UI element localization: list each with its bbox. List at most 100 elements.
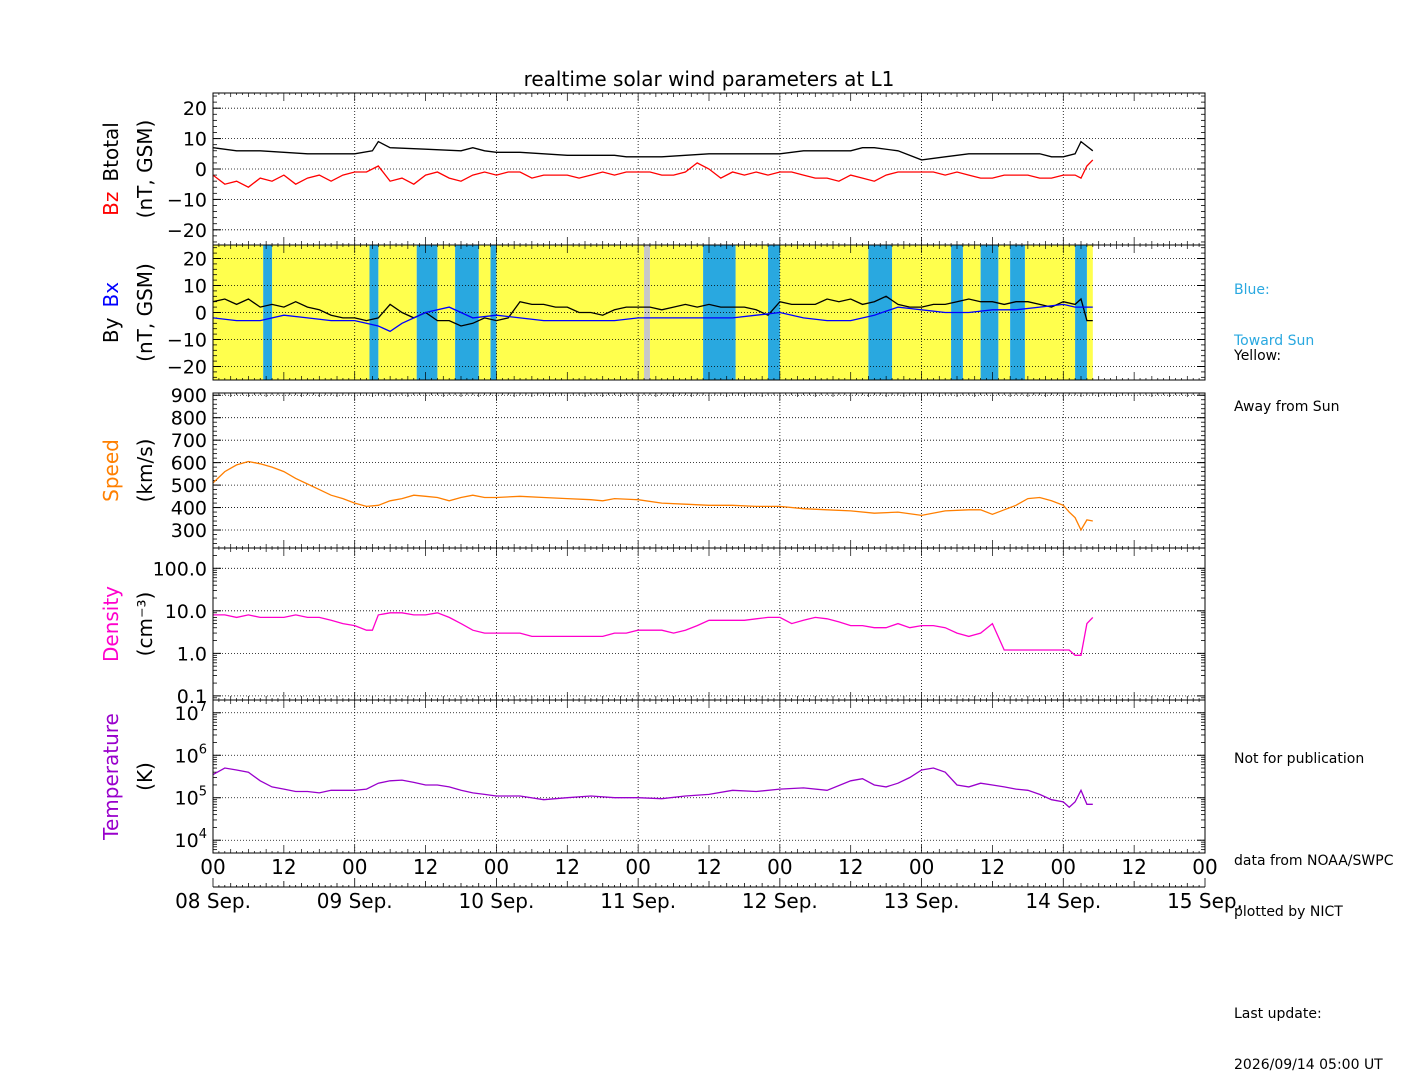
- series-line-bz: [213, 159, 1094, 188]
- y-tick-label: 0: [195, 159, 207, 181]
- hour-tick-label: 00: [625, 855, 650, 879]
- y-tick-label: 106: [175, 742, 207, 767]
- toward-sun-legend-label: Blue:: [1234, 282, 1270, 298]
- hour-tick-label: 00: [200, 855, 225, 879]
- sector-away-band: [649, 245, 704, 380]
- y-tick-label: 100.0: [153, 558, 207, 580]
- y-tick-label: 700: [171, 430, 207, 452]
- y-tick-label: −10: [167, 189, 207, 211]
- series-line-by: [213, 295, 1093, 327]
- series-line-bx: [213, 303, 1093, 333]
- y-tick-label: 900: [171, 385, 207, 407]
- date-tick-label: 14 Sep.: [1025, 889, 1101, 913]
- y-tick-label: 0.1: [177, 686, 207, 708]
- hour-tick-label: 00: [909, 855, 934, 879]
- toward-sun-legend-desc: Toward Sun: [1234, 333, 1315, 349]
- y-tick-label: 400: [171, 498, 207, 520]
- hour-tick-label: 12: [271, 855, 296, 879]
- y-tick-label: −20: [167, 357, 207, 379]
- y-tick-label: 104: [175, 827, 207, 852]
- y-tick-label: 0: [195, 303, 207, 325]
- sector-away-band: [437, 245, 456, 380]
- hour-tick-label: 00: [1051, 855, 1076, 879]
- series-line-btotal: [213, 140, 1094, 161]
- publication-note: Not for publication data from NOAA/SWPC …: [1234, 717, 1393, 1091]
- y-axis-name: Density: [99, 586, 123, 662]
- last-update-label: Last update:: [1234, 1006, 1322, 1022]
- last-update-value: 2026/09/14 05:00 UT: [1234, 1057, 1383, 1073]
- hour-tick-label: 12: [980, 855, 1005, 879]
- sector-toward-band: [369, 245, 379, 380]
- y-axis-unit: (nT, GSM): [133, 120, 157, 219]
- sector-away-band: [998, 245, 1011, 380]
- chart-panels: 20 10 0 −10 −20 BzBtotal (nT, GSM) 20 10 0 −10 −20 B…: [99, 92, 1206, 854]
- y-axis-name: BzBtotal: [99, 122, 123, 216]
- hour-tick-label: 12: [1121, 855, 1146, 879]
- y-tick-label: 800: [171, 408, 207, 430]
- y-axis-unit: (km/s): [133, 439, 157, 503]
- date-tick-label: 10 Sep.: [458, 889, 534, 913]
- y-axis-name: Temperature: [99, 713, 123, 841]
- y-tick-label: 1.0: [177, 643, 207, 665]
- y-tick-label: 600: [171, 453, 207, 475]
- sector-away-band: [478, 245, 491, 380]
- hour-tick-label: 12: [696, 855, 721, 879]
- plotted-by-text: plotted by NICT: [1234, 904, 1343, 920]
- panel-frame: [212, 392, 1206, 549]
- y-axis-name: Speed: [99, 439, 123, 502]
- panel-temperature: 107 106 105 104 Temperature (K): [99, 699, 1206, 854]
- panel-frame: [212, 699, 1206, 854]
- time-axis: 00 12 00 12 00 12 00 12 00 12 00 12 00 12 00 08 Sep. 09 …: [175, 855, 1243, 913]
- y-tick-label: −10: [167, 330, 207, 352]
- y-axis-unit: (K): [133, 762, 157, 791]
- panel-frame: [212, 547, 1206, 701]
- sector-away-band: [213, 245, 264, 380]
- solar-wind-chart: realtime solar wind parameters at L1 20 1…: [99, 67, 1243, 913]
- panel-bxy: 20 10 0 −10 −20 ByBx (nT, GSM): [99, 244, 1206, 381]
- hour-tick-label: 00: [767, 855, 792, 879]
- chart-title: realtime solar wind parameters at L1: [524, 67, 895, 91]
- y-tick-label: −20: [167, 220, 207, 242]
- y-tick-label: 10: [183, 276, 207, 298]
- not-for-publication-text: Not for publication: [1234, 751, 1365, 767]
- y-tick-label: 300: [171, 520, 207, 542]
- away-from-sun-legend-desc: Away from Sun: [1234, 399, 1340, 415]
- date-tick-label: 11 Sep.: [600, 889, 676, 913]
- hour-tick-label: 00: [484, 855, 509, 879]
- y-axis-unit: (cm⁻³): [133, 592, 157, 657]
- hour-tick-label: 00: [342, 855, 367, 879]
- series-line-speed: [213, 460, 1093, 532]
- series-line-density: [213, 612, 1094, 656]
- y-tick-label: 20: [183, 249, 207, 271]
- sector-toward-band: [703, 245, 736, 380]
- sector-away-band: [779, 245, 869, 380]
- y-tick-label: 107: [175, 700, 207, 725]
- sector-toward-band: [768, 245, 780, 380]
- y-tick-label: 20: [183, 98, 207, 120]
- away-from-sun-legend-label: Yellow:: [1234, 348, 1282, 364]
- hour-tick-label: 12: [838, 855, 863, 879]
- series-line-temperature: [213, 767, 1093, 809]
- hour-tick-label: 12: [413, 855, 438, 879]
- toward-sun-legend: Blue: Toward Sun: [1234, 248, 1314, 367]
- sector-no-data-band: [644, 245, 650, 380]
- away-from-sun-legend: Yellow: Away from Sun: [1234, 314, 1339, 433]
- hour-tick-label: 12: [555, 855, 580, 879]
- date-tick-label: 12 Sep.: [742, 889, 818, 913]
- y-tick-label: 105: [175, 785, 207, 810]
- sector-toward-band: [490, 245, 497, 380]
- date-tick-label: 09 Sep.: [317, 889, 393, 913]
- data-source-text: data from NOAA/SWPC: [1234, 853, 1394, 869]
- hour-tick-label: 00: [1192, 855, 1217, 879]
- sector-toward-band: [455, 245, 479, 380]
- panel-b: 20 10 0 −10 −20 BzBtotal (nT, GSM): [99, 92, 1206, 246]
- y-tick-label: 10: [183, 129, 207, 151]
- y-axis-name: ByBx: [99, 282, 123, 343]
- y-tick-label: 10.0: [165, 601, 207, 623]
- date-tick-label: 13 Sep.: [884, 889, 960, 913]
- date-tick-label: 08 Sep.: [175, 889, 251, 913]
- sector-toward-band: [980, 245, 999, 380]
- date-tick-label: 15 Sep.: [1167, 889, 1243, 913]
- panel-frame: [212, 244, 1206, 381]
